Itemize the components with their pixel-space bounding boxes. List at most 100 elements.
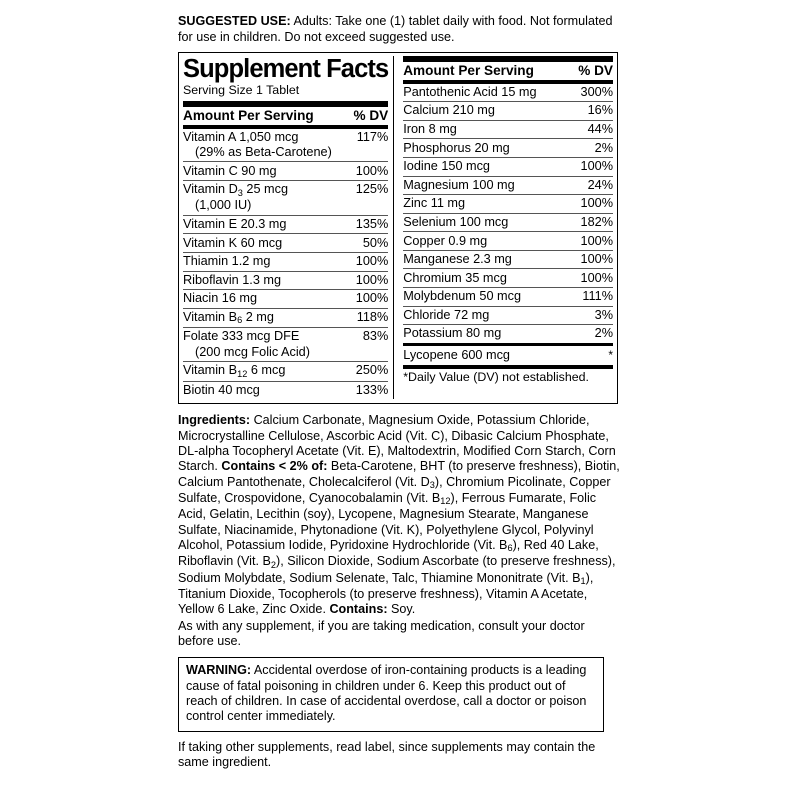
ingredients-part2c: ), Ferrous Fumarate, Folic Acid, Gelatin… [178, 490, 597, 552]
nutrient-row: Potassium 80 mg 2% [403, 324, 613, 343]
nutrient-dv: 24% [587, 177, 613, 192]
facts-column-left: Supplement Facts Serving Size 1 Tablet A… [183, 56, 393, 399]
rule-thick-top-right [403, 56, 613, 63]
nutrient-name: Iron 8 mg [403, 122, 457, 137]
nutrient-dv: 50% [362, 235, 389, 250]
nutrient-name: Phosphorus 20 mg [403, 140, 510, 155]
contains-allergen-label: Contains: [329, 602, 388, 617]
nutrient-name: Riboflavin 1.3 mg [183, 272, 282, 287]
nutrient-name: Molybdenum 50 mcg [403, 289, 522, 304]
footer-note-text: If taking other supplements, read label,… [178, 739, 596, 770]
supplement-facts-panel: Supplement Facts Serving Size 1 Tablet A… [178, 52, 618, 405]
percent-dv-label: % DV [353, 108, 389, 124]
serving-size-text: Serving Size 1 Tablet [183, 83, 300, 98]
daily-value-note: *Daily Value (DV) not established. [403, 370, 589, 385]
nutrient-name: Magnesium 100 mg [403, 177, 515, 192]
ingredients-paragraph: Ingredients: Calcium Carbonate, Magnesiu… [178, 413, 620, 617]
nutrient-name: Biotin 40 mcg [183, 382, 260, 397]
nutrient-row: Chloride 72 mg 3% [403, 305, 613, 325]
facts-header-right: Amount Per Serving % DV [403, 62, 613, 80]
rule-med-right [403, 80, 613, 84]
supplement-facts-title: Supplement Facts [183, 55, 389, 84]
ingredients-label: Ingredients: [178, 413, 251, 428]
nutrient-dv: 3% [594, 307, 613, 322]
nutrient-row: Molybdenum 50 mcg 111% [403, 287, 613, 306]
nutrient-row: Manganese 2.3 mg 100% [403, 249, 613, 269]
nutrient-name: Chloride 72 mg [403, 307, 490, 322]
nutrient-row: Biotin 40 mcg 133% [183, 380, 389, 400]
nutrient-dv: 135% [355, 217, 389, 232]
ingredients-part1: Calcium Carbonate, Magnesium Oxide, Pota… [178, 413, 616, 474]
nutrient-dv: 100% [355, 291, 389, 306]
rule-below-lycopene [403, 365, 613, 369]
nutrient-name: Niacin 16 mg [183, 291, 258, 306]
ingredients-part2b: ), Chromium Picolinate, Copper Sulfate, … [178, 474, 611, 505]
nutrient-row: Zinc 11 mg 100% [403, 194, 613, 213]
nutrient-row: Iodine 150 mcg 100% [403, 157, 613, 176]
nutrient-dv: 100% [580, 252, 613, 267]
facts-header-left: Amount Per Serving % DV [183, 107, 388, 125]
nutrient-dv: 117% [356, 129, 389, 144]
warning-box: WARNING: Accidental overdose of iron-con… [178, 657, 604, 732]
nutrient-row: Vitamin A 1,050 mcg 117% [183, 129, 388, 145]
nutrient-subline: (200 mcg Folic Acid) [195, 344, 310, 359]
amount-per-serving-label: Amount Per Serving [183, 108, 314, 124]
ingredients-part2a: Beta-Carotene, BHT (to preserve freshnes… [178, 459, 620, 489]
suggested-use-label: SUGGESTED USE: [178, 14, 291, 28]
nutrient-name: Copper 0.9 mg [403, 233, 488, 248]
nutrient-name: Manganese 2.3 mg [403, 252, 512, 267]
suggested-use-text: SUGGESTED USE: Adults: Take one (1) tabl… [178, 14, 618, 45]
nutrient-row: Phosphorus 20 mg 2% [403, 138, 613, 157]
nutrient-rows-left: Vitamin A 1,050 mcg 117% (29% as Beta-Caro… [183, 129, 389, 400]
nutrient-dv: 16% [587, 103, 613, 118]
lycopene-name: Lycopene 600 mcg [403, 348, 510, 363]
nutrient-name-subscript: 6 [237, 315, 243, 326]
nutrient-name: Selenium 100 mcg [403, 214, 509, 229]
nutrient-row: Thiamin 1.2 mg 100% [183, 251, 389, 271]
nutrient-row: Magnesium 100 mg 24% [403, 175, 613, 195]
nutrient-row: Copper 0.9 mg 100% [403, 231, 613, 250]
nutrient-row: Vitamin C 90 mg 100% [183, 161, 389, 180]
nutrient-row: Vitamin E 20.3 mg 135% [183, 214, 389, 234]
nutrient-name: Vitamin B6 2 mg [183, 309, 274, 326]
subscript-d3: 3 [429, 480, 435, 491]
nutrient-dv: 300% [580, 84, 613, 99]
nutrient-row: Pantothenic Acid 15 mg 300% [403, 84, 613, 102]
nutrient-name: Vitamin D3 25 mcg [183, 182, 289, 198]
nutrient-dv: 100% [580, 159, 613, 174]
percent-dv-label-right: % DV [578, 63, 613, 79]
nutrient-subline: (1,000 IU) [195, 198, 252, 213]
rule-thick-top-left [183, 101, 389, 108]
nutrient-dv: 100% [355, 254, 389, 269]
nutrient-dv: 100% [580, 196, 613, 211]
nutrient-row: Calcium 210 mg 16% [403, 101, 613, 120]
nutrient-name: Iodine 150 mcg [403, 159, 490, 174]
nutrient-row-lycopene: Lycopene 600 mcg * [403, 346, 613, 365]
nutrient-name: Vitamin K 60 mcg [183, 235, 283, 250]
facts-column-right: Amount Per Serving % DV Pantothenic Acid… [393, 56, 613, 400]
subscript-b12: 12 [440, 496, 451, 507]
nutrient-row: Folate 333 mcg DFE 83% [183, 327, 389, 344]
nutrient-name: Vitamin E 20.3 mg [183, 217, 287, 232]
warning-label: WARNING: [186, 663, 252, 678]
nutrient-name: Vitamin C 90 mg [183, 163, 277, 178]
nutrient-name: Vitamin A 1,050 mcg [183, 129, 299, 144]
nutrient-name: Pantothenic Acid 15 mg [403, 84, 537, 99]
nutrient-name: Calcium 210 mg [403, 103, 495, 118]
nutrient-row: Vitamin K 60 mcg 50% [183, 233, 389, 252]
nutrient-row: Vitamin D3 25 mcg 125% [183, 180, 389, 198]
nutrient-row: Niacin 16 mg 100% [183, 289, 389, 308]
nutrient-row: Vitamin B6 2 mg 118% [183, 307, 389, 328]
nutrient-name-subscript: 3 [237, 187, 243, 198]
ingredients-part2d: ), Red 40 Lake, Riboflavin (Vit. B [178, 537, 599, 569]
subscript-b6: 6 [507, 543, 513, 554]
nutrient-rows-right: Pantothenic Acid 15 mg 300% Calcium 210 mg… [403, 84, 613, 343]
contains-allergen-value: Soy. [387, 602, 416, 617]
nutrient-dv: 133% [355, 382, 389, 397]
nutrient-dv: 182% [580, 214, 613, 229]
nutrient-dv: 83% [362, 329, 389, 344]
nutrient-dv: 100% [580, 270, 613, 285]
rule-above-lycopene [403, 342, 613, 347]
nutrient-dv: 250% [355, 363, 389, 378]
